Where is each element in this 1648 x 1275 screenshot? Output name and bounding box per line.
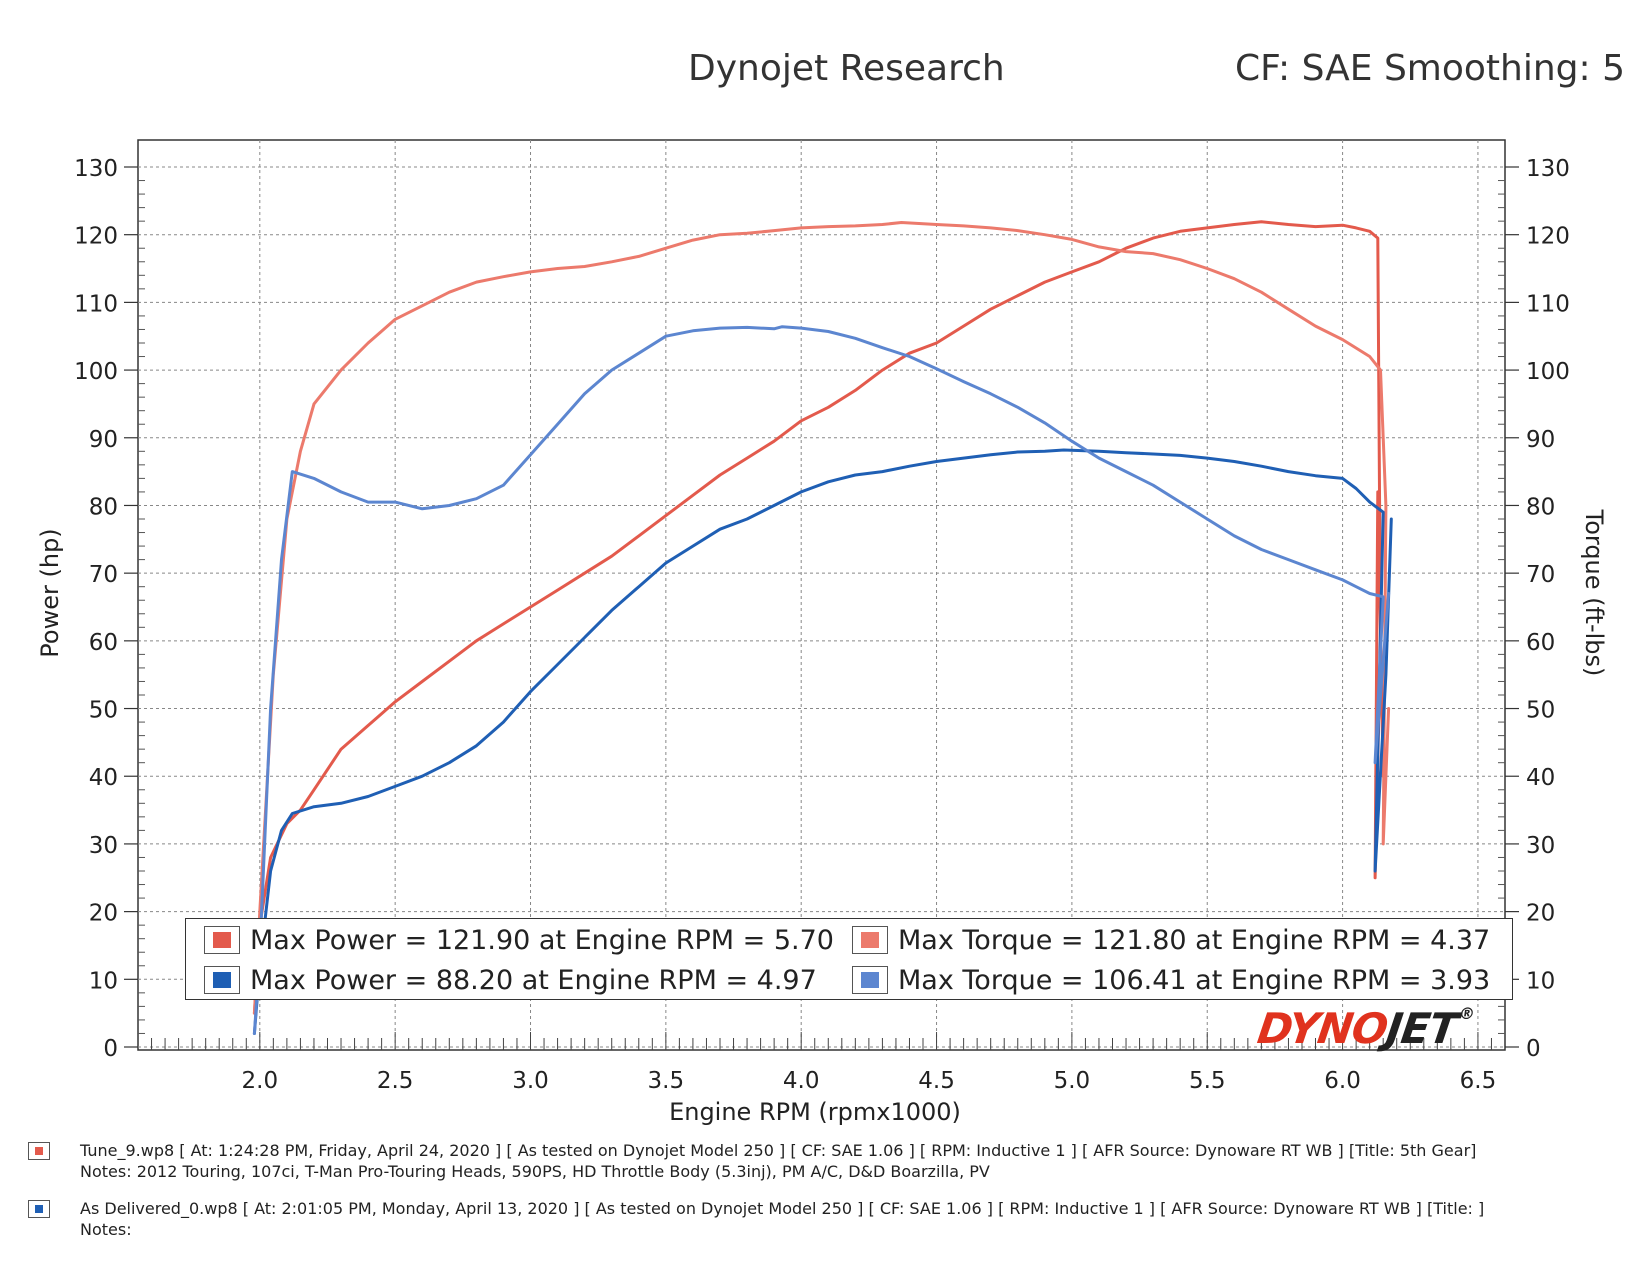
x-axis-label: Engine RPM (rpmx1000) [669, 1098, 961, 1126]
run-note-delivered: As Delivered_0.wp8 [ At: 2:01:05 PM, Mon… [28, 1198, 1510, 1240]
x-tick-label: 4.5 [918, 1068, 955, 1094]
y-tick-label: 60 [89, 630, 118, 656]
legend-label: Max Torque = 106.41 at Engine RPM = 3.93 [898, 964, 1491, 996]
legend-item-torque-tune: Max Torque = 121.80 at Engine RPM = 4.37 [852, 920, 1490, 960]
y2-tick-label: 130 [1526, 156, 1570, 182]
y-tick-label: 80 [89, 494, 118, 520]
series-line-torque [252, 221, 1391, 1015]
y2-tick-label: 0 [1526, 1036, 1541, 1062]
legend-item-torque-delivered: Max Torque = 106.41 at Engine RPM = 3.93 [852, 960, 1490, 1000]
y2-tick-label: 100 [1526, 359, 1570, 385]
y2-tick-label: 80 [1526, 494, 1555, 520]
legend-swatch [852, 966, 888, 994]
x-tick-label: 3.5 [648, 1068, 685, 1094]
y2-tick-label: 110 [1526, 291, 1570, 317]
legend: Max Power = 121.90 at Engine RPM = 5.70 … [185, 918, 1513, 1000]
y-axis-label: Power (hp) [36, 528, 64, 657]
y2-tick-label: 20 [1526, 901, 1555, 927]
series-lines [252, 220, 1393, 1035]
y-tick-label: 90 [89, 427, 118, 453]
y-tick-label: 120 [74, 224, 118, 250]
series-line-power [252, 448, 1393, 1035]
y-tick-label: 70 [89, 562, 118, 588]
note-swatch [28, 1200, 50, 1218]
grid [137, 139, 1506, 1051]
y-tick-label: 20 [89, 901, 118, 927]
series-line-torque [252, 325, 1391, 1035]
x-tick-label: 6.0 [1324, 1068, 1361, 1094]
note-text: As Delivered_0.wp8 [ At: 2:01:05 PM, Mon… [80, 1199, 1485, 1239]
y-tick-label: 10 [89, 968, 118, 994]
plot-frame [137, 139, 1506, 1051]
dynojet-logo: DYNOJET® [1255, 1004, 1476, 1053]
legend-swatch [204, 926, 240, 954]
y2-tick-label: 90 [1526, 427, 1555, 453]
y2-tick-label: 10 [1526, 968, 1555, 994]
legend-item-power-tune: Max Power = 121.90 at Engine RPM = 5.70 [204, 920, 834, 960]
y-tick-label: 0 [103, 1036, 118, 1062]
logo-part-jet: JET [1383, 1004, 1461, 1053]
x-tick-label: 6.5 [1460, 1068, 1497, 1094]
legend-item-power-delivered: Max Power = 88.20 at Engine RPM = 4.97 [204, 960, 817, 1000]
logo-registered-mark: ® [1457, 1004, 1476, 1023]
y-tick-label: 110 [74, 291, 118, 317]
y2-tick-label: 70 [1526, 562, 1555, 588]
x-tick-label: 2.5 [377, 1068, 414, 1094]
y2-tick-label: 50 [1526, 698, 1555, 724]
legend-label: Max Power = 88.20 at Engine RPM = 4.97 [250, 964, 817, 996]
y2-tick-label: 120 [1526, 224, 1570, 250]
x-tick-label: 5.0 [1054, 1068, 1091, 1094]
x-tick-label: 4.0 [783, 1068, 820, 1094]
axes: 0 0 10 10 20 20 30 30 40 40 50 50 60 60 70 70 80 80 90 90 10… [74, 156, 1570, 1094]
y2-tick-label: 30 [1526, 833, 1555, 859]
y-tick-label: 40 [89, 765, 118, 791]
legend-label: Max Torque = 121.80 at Engine RPM = 4.37 [898, 924, 1491, 956]
y-tick-label: 130 [74, 156, 118, 182]
note-swatch [28, 1142, 50, 1160]
legend-swatch [852, 926, 888, 954]
chart-title: Dynojet Research [688, 48, 1005, 89]
x-tick-label: 2.0 [242, 1068, 279, 1094]
y2-tick-label: 60 [1526, 630, 1555, 656]
y-tick-label: 50 [89, 698, 118, 724]
run-note-tune: Tune_9.wp8 [ At: 1:24:28 PM, Friday, Apr… [28, 1140, 1510, 1182]
logo-part-dyno: DYNO [1254, 1004, 1391, 1053]
y-tick-label: 100 [74, 359, 118, 385]
x-tick-label: 3.0 [512, 1068, 549, 1094]
legend-label: Max Power = 121.90 at Engine RPM = 5.70 [250, 924, 834, 956]
series-line-power [252, 220, 1385, 1015]
settings-label: CF: SAE Smoothing: 5 [1235, 48, 1626, 89]
y-tick-label: 30 [89, 833, 118, 859]
y2-tick-label: 40 [1526, 765, 1555, 791]
y2-axis-label: Torque (ft-lbs) [1580, 509, 1608, 677]
legend-swatch [204, 966, 240, 994]
note-text: Tune_9.wp8 [ At: 1:24:28 PM, Friday, Apr… [80, 1141, 1477, 1181]
x-tick-label: 5.5 [1189, 1068, 1226, 1094]
